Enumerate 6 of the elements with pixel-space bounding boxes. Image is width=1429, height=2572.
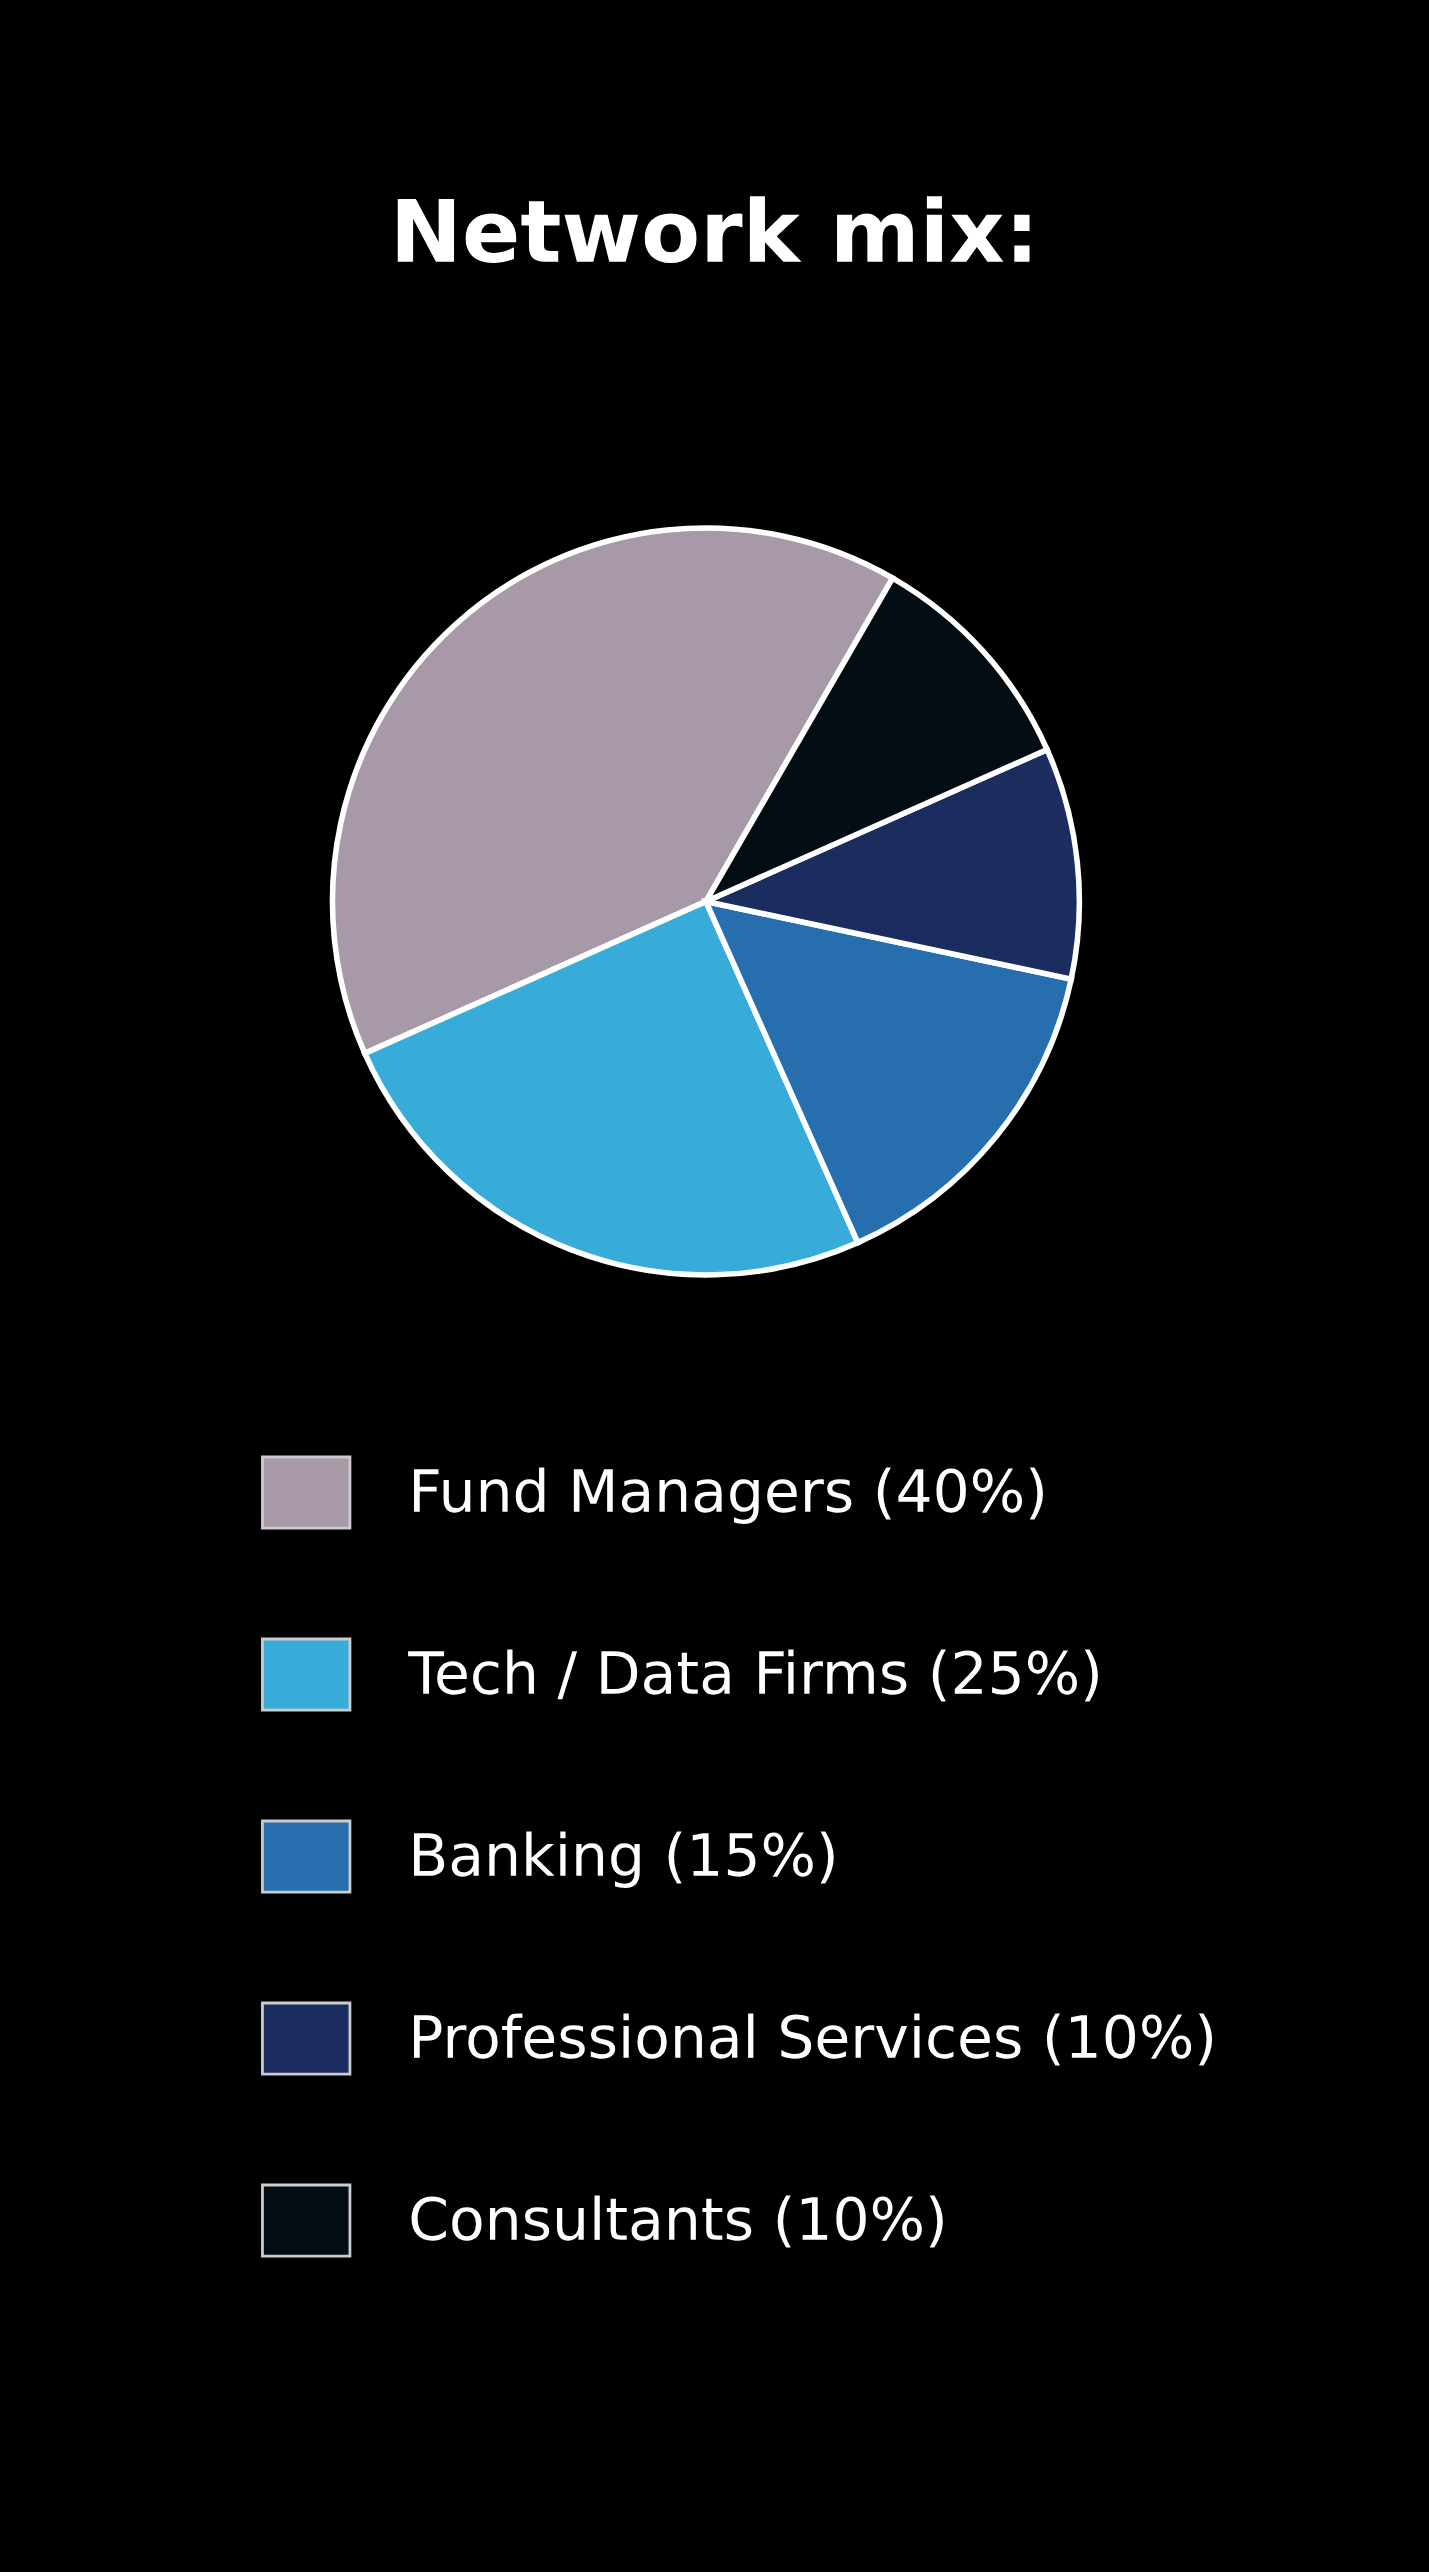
legend-label: Consultants (10%) (411, 2195, 943, 2248)
chart-title: Network mix: (397, 196, 1030, 263)
legend-label: Tech / Data Firms (25%) (408, 1649, 1098, 1702)
legend-label: Professional Services (10%) (414, 2013, 1213, 2066)
legend-label: Fund Managers (40%) (414, 1467, 1043, 1524)
legend-label: Banking (15%) (414, 1831, 834, 1888)
